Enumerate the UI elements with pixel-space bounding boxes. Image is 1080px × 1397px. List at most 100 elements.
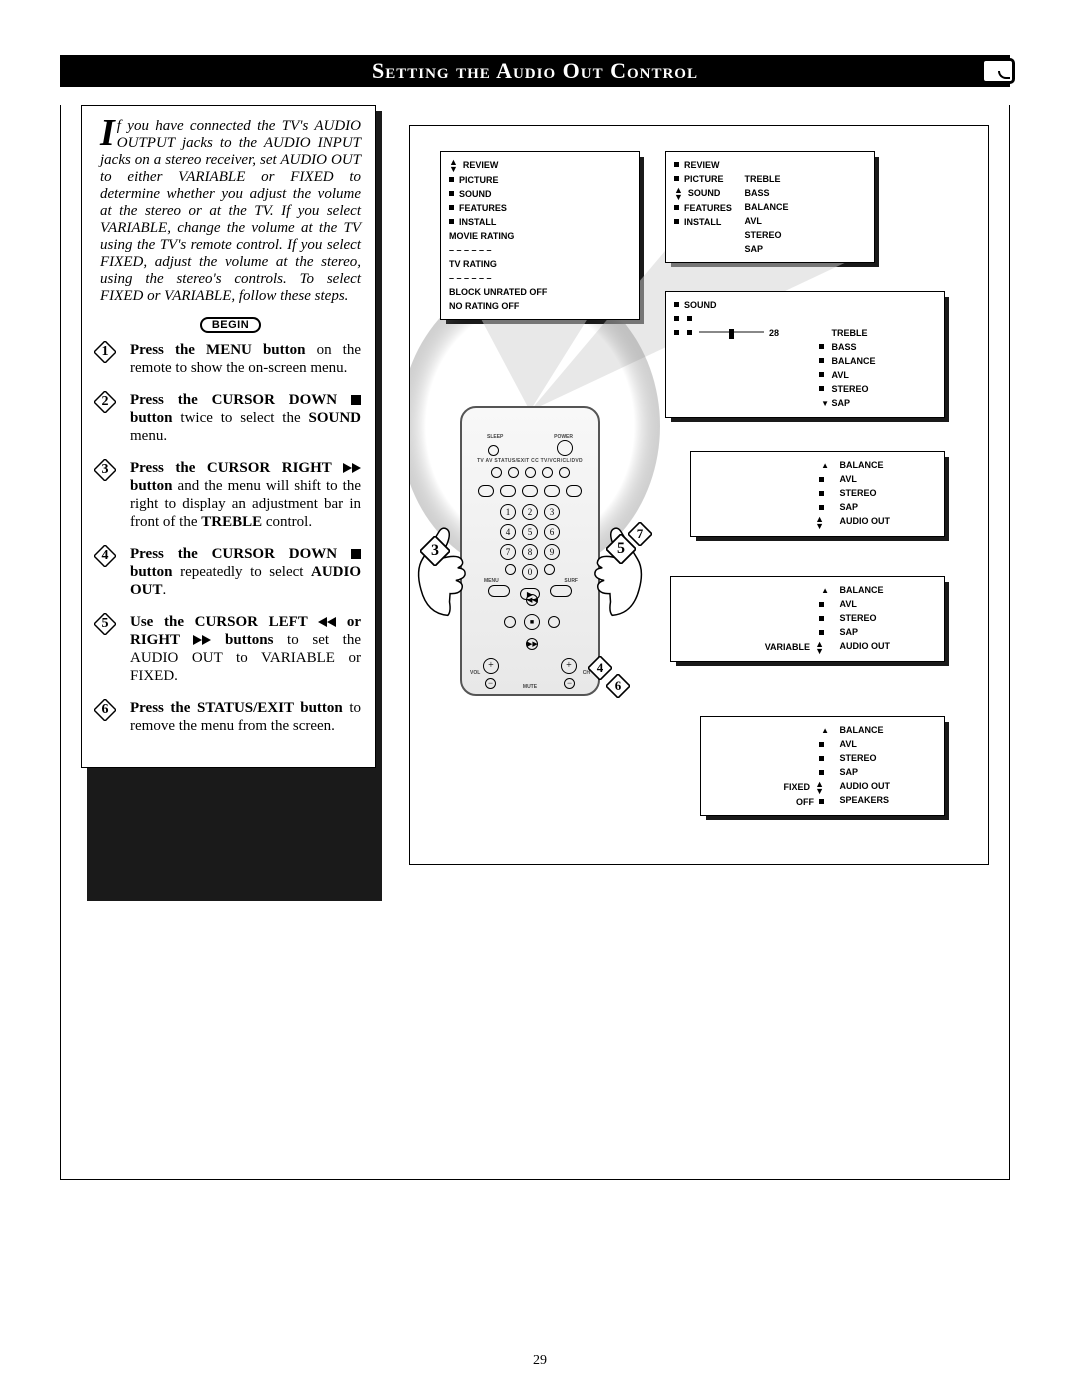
tv-icon — [981, 58, 1015, 84]
step-num-3: 3 — [94, 459, 116, 481]
step-num-2: 2 — [94, 391, 116, 413]
page-title: Setting the Audio Out Control — [372, 58, 698, 83]
diagram-frame: ▲▼REVIEW PICTURE SOUND FEATURES INSTALL … — [409, 125, 989, 865]
step-2-lead: Press the CURSOR DOWN — [130, 392, 351, 408]
ml-c1-3: FEATURES — [459, 203, 507, 213]
sb-left: VARIABLE — [765, 642, 810, 652]
cursor-down-icon-2 — [351, 549, 361, 559]
cursor-down-icon — [351, 395, 361, 405]
step-2-rest: twice to select the — [173, 410, 309, 426]
ml-c2-5: NO RATING OFF — [449, 301, 519, 311]
mr-c2-4: AVL — [745, 216, 762, 226]
cursor-left-icon — [318, 617, 327, 627]
step-1: 1 Press the MENU button on the remote to… — [100, 341, 361, 377]
step-num-5: 5 — [94, 613, 116, 635]
mr-c2-2: BASS — [745, 188, 770, 198]
mr-c1-3: FEATURES — [684, 203, 732, 213]
hand-right — [572, 515, 668, 627]
step-num-2-text: 2 — [94, 391, 116, 413]
step-6: 6 Press the STATUS/EXIT button to remove… — [100, 699, 361, 735]
begin-row: BEGIN — [100, 315, 361, 333]
ml-c1-2: SOUND — [459, 189, 492, 199]
ss-i3: AVL — [832, 370, 849, 380]
sa-i2: STEREO — [840, 488, 877, 498]
mr-c1-2: SOUND — [688, 188, 721, 198]
mr-c1-0: REVIEW — [684, 160, 720, 170]
ss-i1: BASS — [832, 342, 857, 352]
intro-paragraph: If you have connected the TV's AUDIO OUT… — [100, 118, 361, 305]
step-num-1-text: 1 — [94, 341, 116, 363]
remote-dpad: ◀◀ ■ ▶▶ — [502, 592, 562, 652]
step-num-3-text: 3 — [94, 459, 116, 481]
step-2-bold2: button — [130, 410, 173, 426]
instruction-box: If you have connected the TV's AUDIO OUT… — [81, 105, 376, 768]
remote-control: SLEEP POWER TV AV STATUS/EXIT CC TV/VCR/… — [460, 406, 600, 696]
page-number: 29 — [0, 1353, 1080, 1369]
mr-c2-6: SAP — [745, 244, 764, 254]
ml-c1-4: INSTALL — [459, 217, 496, 227]
ss-i4: STEREO — [832, 384, 869, 394]
ml-c2-3: – – – – – – — [449, 273, 492, 283]
step-num-5-text: 5 — [94, 613, 116, 635]
mr-c1-4: INSTALL — [684, 217, 721, 227]
menu-box-left: ▲▼REVIEW PICTURE SOUND FEATURES INSTALL … — [440, 151, 640, 320]
step-num-6: 6 — [94, 699, 116, 721]
ml-c1-0: REVIEW — [463, 160, 499, 170]
step-2-tail: menu. — [130, 428, 167, 444]
rm-vol-label: VOL — [470, 670, 480, 676]
ss-i2: BALANCE — [832, 356, 876, 366]
hand-left — [392, 515, 488, 627]
step-2-bold3: SOUND — [308, 410, 361, 426]
step-4-bold2: button — [130, 564, 173, 580]
step-num-4: 4 — [94, 545, 116, 567]
callout-6: 6 — [606, 674, 630, 698]
menu-box-b: ▲ VARIABLE ▲▼ BALANCE AVL STEREO SAP AUD… — [670, 576, 945, 662]
step-6-lead: Press the STATUS/EXIT button — [130, 700, 343, 716]
rm-labels-row1: TV AV STATUS/EXIT CC TV/VCR/CL/DVD — [474, 458, 586, 464]
sc-left2: OFF — [796, 797, 814, 807]
ml-c2-0: MOVIE RATING — [449, 231, 514, 241]
sc-i2: STEREO — [840, 753, 877, 763]
step-3-tail: control. — [262, 514, 312, 530]
sa-i0: BALANCE — [840, 460, 884, 470]
sc-i5: SPEAKERS — [840, 795, 890, 805]
ml-c2-4: BLOCK UNRATED OFF — [449, 287, 547, 297]
step-3-lead: Press the CURSOR RIGHT — [130, 460, 343, 476]
step-3-bold3: TREBLE — [201, 514, 262, 530]
cursor-right-icon-2 — [352, 463, 361, 473]
mr-c2-3: BALANCE — [745, 202, 789, 212]
intro-text: f you have connected the TV's AUDIO OUTP… — [100, 118, 361, 304]
sc-i0: BALANCE — [840, 725, 884, 735]
dropcap: I — [100, 118, 117, 148]
mr-c2-5: STEREO — [745, 230, 782, 240]
step-5-bold2: buttons — [225, 632, 273, 648]
cursor-right-icon-4 — [202, 635, 211, 645]
sc-i4: AUDIO OUT — [840, 781, 891, 791]
step-num-4-text: 4 — [94, 545, 116, 567]
menu-box-sound: SOUND 28 ▼ TREBLE BASS BALANCE AVL STERE… — [665, 291, 945, 418]
step-2: 2 Press the CURSOR DOWN button twice to … — [100, 391, 361, 445]
callout-3: 3 — [420, 536, 450, 566]
step-num-1: 1 — [94, 341, 116, 363]
cursor-left-icon-2 — [327, 617, 336, 627]
step-5-lead: Use the CURSOR LEFT — [130, 614, 318, 630]
sc-i3: SAP — [840, 767, 859, 777]
mr-c1-1: PICTURE — [684, 174, 724, 184]
ml-c1-1: PICTURE — [459, 175, 499, 185]
ss-title: SOUND — [684, 300, 717, 310]
sb-i2: STEREO — [840, 613, 877, 623]
step-5: 5 Use the CURSOR LEFT or RIGHT buttons t… — [100, 613, 361, 685]
ss-i0: TREBLE — [832, 328, 868, 338]
sa-i1: AVL — [840, 474, 857, 484]
step-4: 4 Press the CURSOR DOWN button repeatedl… — [100, 545, 361, 599]
ss-val: 28 — [769, 328, 779, 338]
cursor-right-icon-3 — [193, 635, 202, 645]
menu-box-a: ▲ ▲▼ BALANCE AVL STEREO SAP AUDIO OUT — [690, 451, 945, 537]
step-4-lead: Press the CURSOR DOWN — [130, 546, 351, 562]
step-4-tail: . — [163, 582, 167, 598]
sc-i1: AVL — [840, 739, 857, 749]
sb-i1: AVL — [840, 599, 857, 609]
step-1-lead: Press the MENU button — [130, 342, 305, 358]
step-3-bold2: button — [130, 478, 173, 494]
sb-i4: AUDIO OUT — [840, 641, 891, 651]
